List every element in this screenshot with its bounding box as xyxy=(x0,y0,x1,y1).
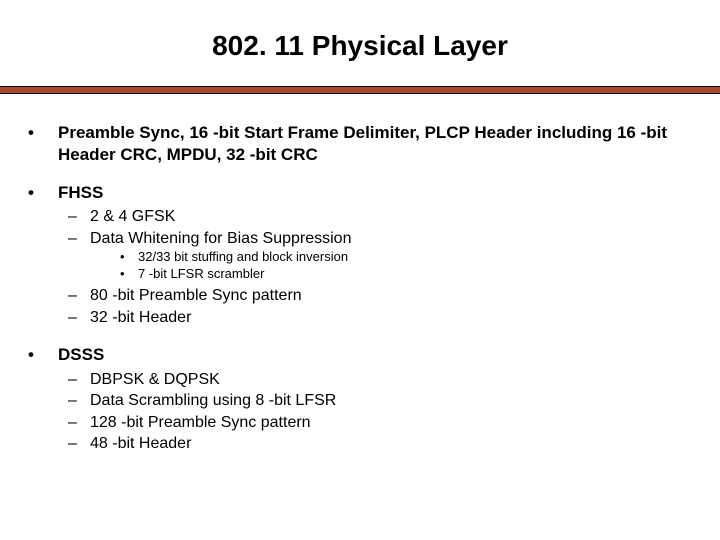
bullet-mark: – xyxy=(68,369,90,391)
bullet-row: –Data Scrambling using 8 -bit LFSR xyxy=(68,390,692,412)
list-item: •32/33 bit stuffing and block inversion xyxy=(120,249,692,266)
sub-list: •32/33 bit stuffing and block inversion•… xyxy=(120,249,692,283)
bullet-mark: • xyxy=(28,344,58,366)
bullet-mark: – xyxy=(68,390,90,412)
list-item: –48 -bit Header xyxy=(68,433,692,455)
bullet-row: •32/33 bit stuffing and block inversion xyxy=(120,249,692,266)
bullet-row: –48 -bit Header xyxy=(68,433,692,455)
list-item: •FHSS–2 & 4 GFSK–Data Whitening for Bias… xyxy=(28,182,692,328)
bullet-row: •7 -bit LFSR scrambler xyxy=(120,266,692,283)
sub-list: –2 & 4 GFSK–Data Whitening for Bias Supp… xyxy=(68,206,692,328)
bullet-text: 32 -bit Header xyxy=(90,307,692,329)
list-item: –128 -bit Preamble Sync pattern xyxy=(68,412,692,434)
list-item: •Preamble Sync, 16 -bit Start Frame Deli… xyxy=(28,122,692,166)
bullet-text: 32/33 bit stuffing and block inversion xyxy=(138,249,692,266)
bullet-mark: – xyxy=(68,433,90,455)
bullet-row: –128 -bit Preamble Sync pattern xyxy=(68,412,692,434)
bullet-list: •Preamble Sync, 16 -bit Start Frame Deli… xyxy=(28,122,692,455)
slide: 802. 11 Physical Layer •Preamble Sync, 1… xyxy=(0,0,720,540)
list-item: –Data Scrambling using 8 -bit LFSR xyxy=(68,390,692,412)
bullet-mark: • xyxy=(28,182,58,204)
bullet-text: FHSS xyxy=(58,182,692,204)
bullet-mark: • xyxy=(28,122,58,166)
bullet-mark: • xyxy=(120,249,138,266)
bullet-row: –80 -bit Preamble Sync pattern xyxy=(68,285,692,307)
bullet-text: 48 -bit Header xyxy=(90,433,692,455)
bullet-text: Data Whitening for Bias Suppression xyxy=(90,228,692,250)
sub-list: –DBPSK & DQPSK–Data Scrambling using 8 -… xyxy=(68,369,692,455)
bullet-row: •FHSS xyxy=(28,182,692,204)
bullet-text: Preamble Sync, 16 -bit Start Frame Delim… xyxy=(58,122,692,166)
bullet-mark: – xyxy=(68,412,90,434)
bullet-row: •Preamble Sync, 16 -bit Start Frame Deli… xyxy=(28,122,692,166)
list-item: –2 & 4 GFSK xyxy=(68,206,692,228)
slide-title: 802. 11 Physical Layer xyxy=(0,0,720,86)
divider-bar xyxy=(0,86,720,94)
list-item: –80 -bit Preamble Sync pattern xyxy=(68,285,692,307)
bullet-mark: – xyxy=(68,285,90,307)
slide-content: •Preamble Sync, 16 -bit Start Frame Deli… xyxy=(0,122,720,455)
bullet-row: –DBPSK & DQPSK xyxy=(68,369,692,391)
bullet-row: –Data Whitening for Bias Suppression xyxy=(68,228,692,250)
bullet-text: DBPSK & DQPSK xyxy=(90,369,692,391)
list-item: •DSSS–DBPSK & DQPSK–Data Scrambling usin… xyxy=(28,344,692,454)
bullet-mark: • xyxy=(120,266,138,283)
bullet-row: –32 -bit Header xyxy=(68,307,692,329)
bullet-text: 7 -bit LFSR scrambler xyxy=(138,266,692,283)
bullet-mark: – xyxy=(68,307,90,329)
bullet-text: 2 & 4 GFSK xyxy=(90,206,692,228)
bullet-row: •DSSS xyxy=(28,344,692,366)
list-item: –DBPSK & DQPSK xyxy=(68,369,692,391)
bullet-row: –2 & 4 GFSK xyxy=(68,206,692,228)
list-item: •7 -bit LFSR scrambler xyxy=(120,266,692,283)
bullet-mark: – xyxy=(68,206,90,228)
bullet-text: 80 -bit Preamble Sync pattern xyxy=(90,285,692,307)
list-item: –32 -bit Header xyxy=(68,307,692,329)
bullet-text: 128 -bit Preamble Sync pattern xyxy=(90,412,692,434)
bullet-text: DSSS xyxy=(58,344,692,366)
bullet-mark: – xyxy=(68,228,90,250)
bullet-text: Data Scrambling using 8 -bit LFSR xyxy=(90,390,692,412)
list-item: –Data Whitening for Bias Suppression•32/… xyxy=(68,228,692,283)
